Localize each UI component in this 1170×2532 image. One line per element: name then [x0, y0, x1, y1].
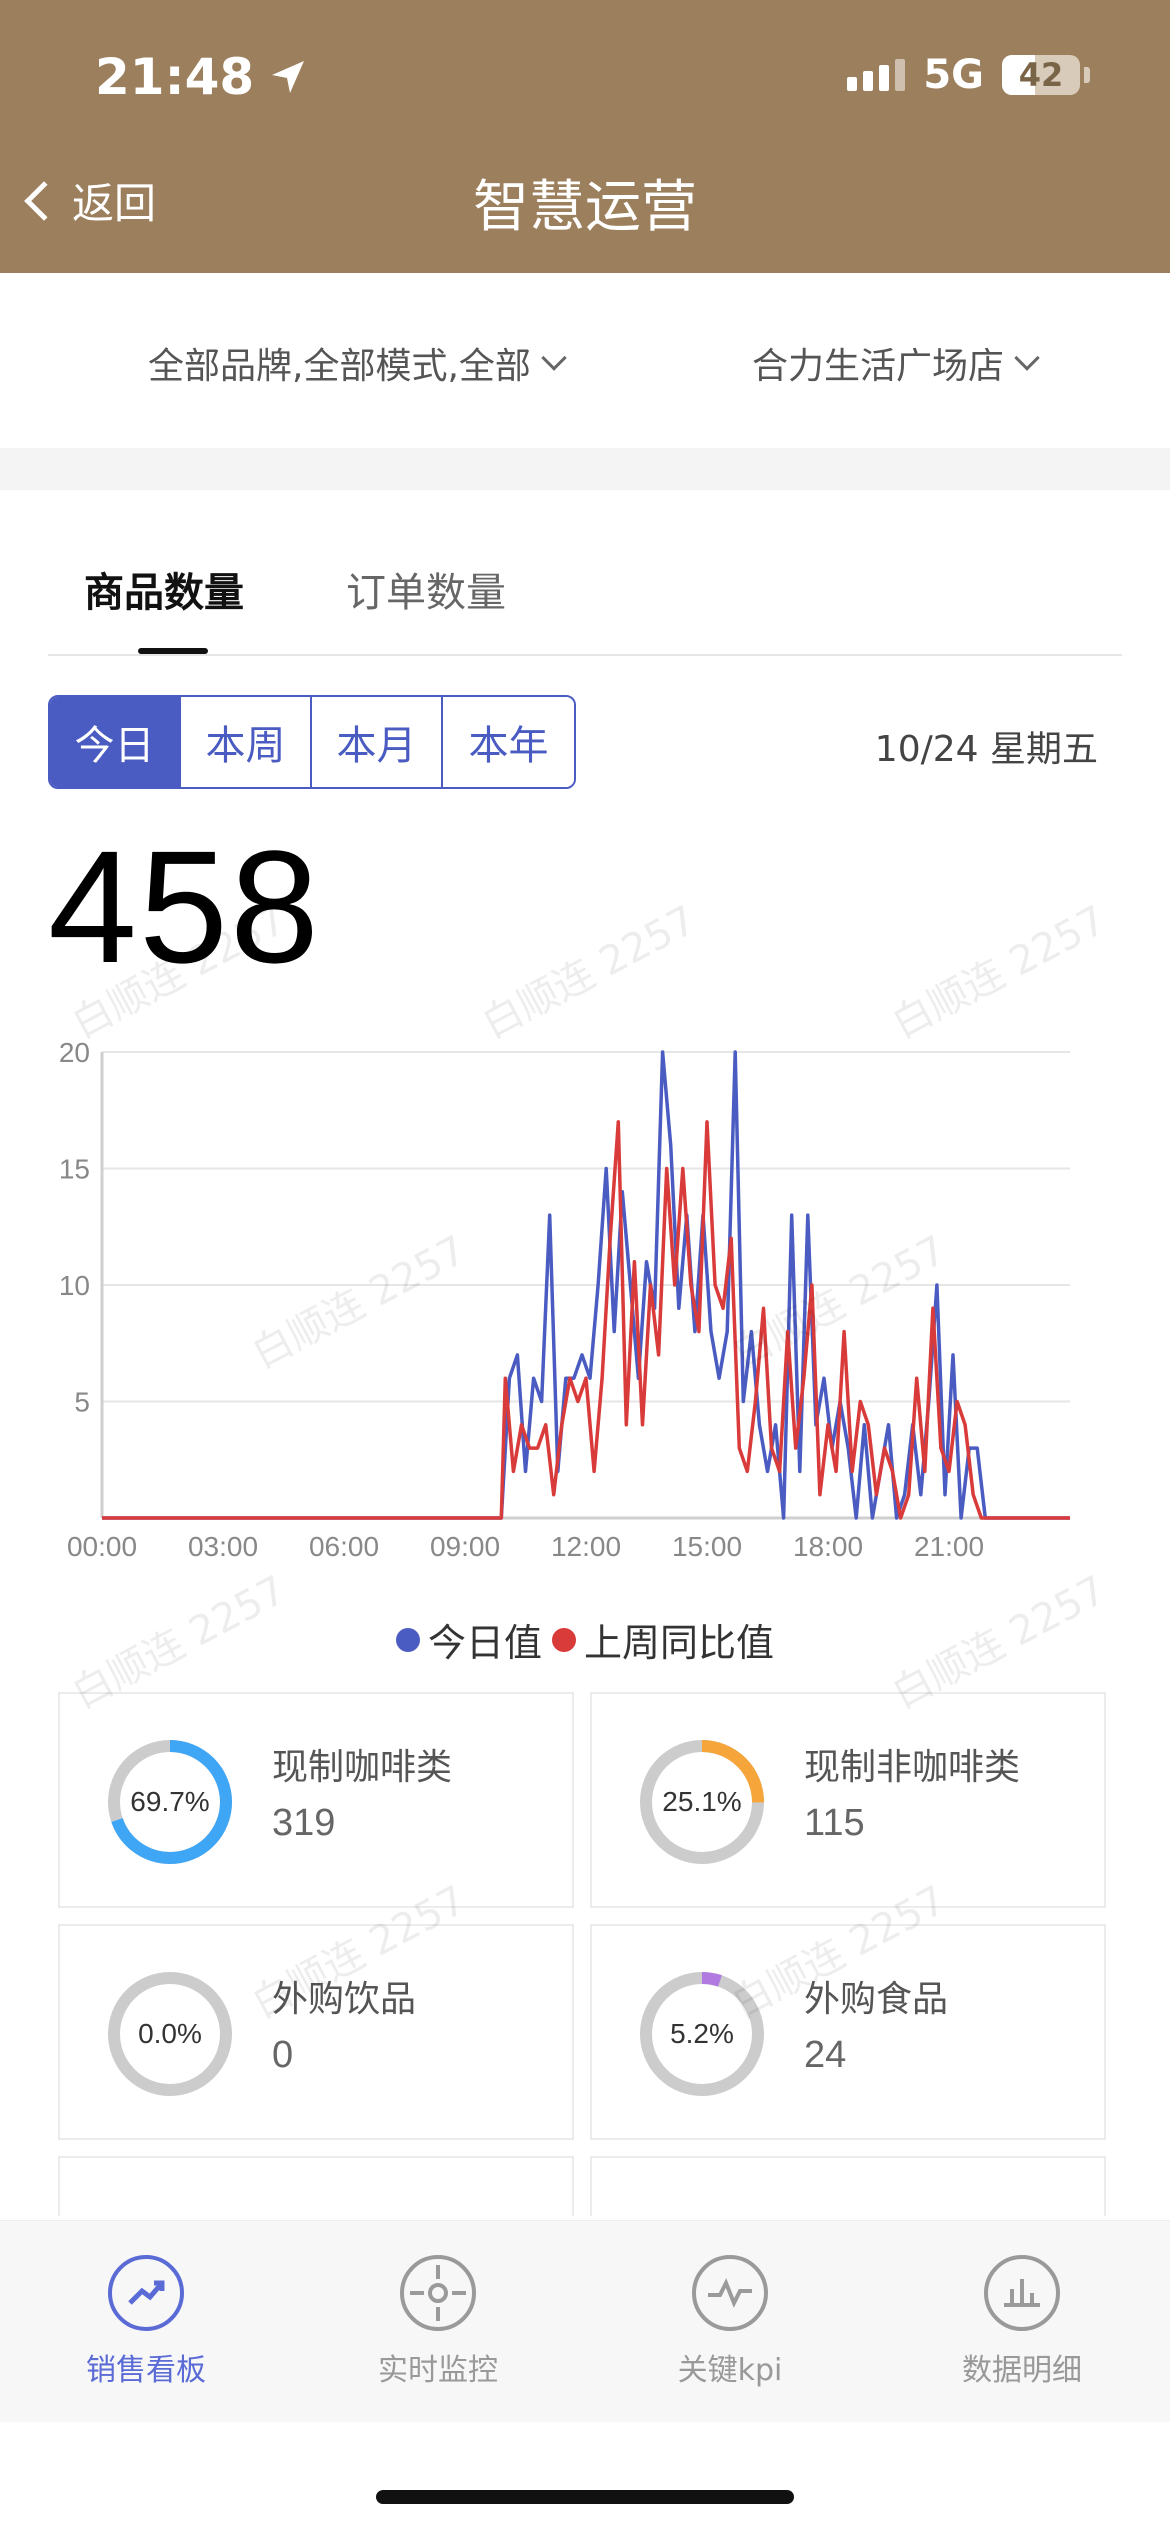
brand-mode-label: 全部品牌,全部模式,全部	[148, 346, 531, 387]
x-tick-label: 09:00	[430, 1531, 500, 1562]
legend-last-week-label: 上周同比值	[584, 1621, 775, 1665]
store-label: 合力生活广场店	[752, 346, 1005, 387]
watermark: 白顺连 2257	[884, 897, 1114, 1048]
brand-mode-filter[interactable]: 全部品牌,全部模式,全部	[148, 337, 567, 389]
category-name: 外购食品	[804, 1979, 949, 2020]
watermark: 白顺连 2257	[474, 897, 704, 1048]
nav-sales-dashboard[interactable]: 销售看板	[46, 2255, 246, 2389]
category-name: 现制非咖啡类	[804, 1747, 1021, 1788]
legend-today-dot	[395, 1627, 420, 1652]
status-time-text: 21:48	[95, 48, 255, 106]
percent-label: 25.1%	[662, 1786, 742, 1817]
category-card[interactable]: 69.7% 现制咖啡类 319	[58, 1692, 574, 1908]
target-icon	[400, 2255, 476, 2331]
category-value: 115	[804, 1802, 865, 1844]
chevron-down-icon	[541, 345, 567, 371]
legend-last-week-dot	[552, 1627, 576, 1652]
category-value: 319	[272, 1802, 336, 1844]
legend-today-label: 今日值	[427, 1621, 542, 1665]
filter-bar: 全部品牌,全部模式,全部 合力生活广场店	[0, 273, 1170, 448]
percent-label: 0.0%	[138, 2018, 202, 2049]
tab-indicator	[138, 648, 208, 654]
period-month-button[interactable]: 本月	[312, 697, 443, 787]
nav-data-detail[interactable]: 数据明细	[922, 2255, 1122, 2389]
series-line-today	[102, 1050, 1070, 1520]
ring-track	[108, 1972, 232, 2096]
legend-today[interactable]: 今日值	[395, 1612, 542, 1667]
metric-tabs: 商品数量 订单数量	[48, 490, 1122, 656]
y-tick-label: 20	[59, 1037, 90, 1068]
nav-realtime-monitor[interactable]: 实时监控	[338, 2255, 538, 2389]
battery-icon: 42	[1002, 55, 1080, 95]
status-time: 21:48	[95, 48, 308, 106]
nav-label: 数据明细	[962, 2353, 1082, 2388]
x-tick-label: 18:00	[793, 1531, 863, 1562]
percent-label: 69.7%	[130, 1786, 210, 1817]
period-year-button[interactable]: 本年	[443, 697, 574, 787]
series-line-last-week	[102, 1120, 1070, 1520]
current-date: 10/24 星期五	[874, 729, 1098, 770]
section-divider	[0, 448, 1170, 490]
percent-ring	[108, 1740, 232, 1864]
y-tick-label: 10	[59, 1270, 90, 1301]
x-tick-label: 15:00	[672, 1531, 742, 1562]
category-card[interactable]: 5.2% 外购食品 24	[590, 1924, 1106, 2140]
category-card[interactable]: 0.0% 外购饮品 0	[58, 1924, 574, 2140]
percent-ring	[640, 1972, 764, 2096]
nav-label: 销售看板	[86, 2353, 206, 2388]
legend-last-week[interactable]: 上周同比值	[552, 1612, 774, 1667]
pulse-icon	[692, 2255, 768, 2331]
ring-arc	[108, 1740, 232, 1864]
page-title: 智慧运营	[473, 175, 697, 240]
hourly-line-chart: 20 15 10 5 00:00 03:00 06:00 09:00 12:00 15:00 18:…	[59, 1037, 1070, 1562]
category-name: 现制咖啡类	[272, 1747, 453, 1788]
trend-icon	[108, 2255, 184, 2331]
home-indicator	[376, 2490, 794, 2504]
y-tick-label: 5	[74, 1387, 90, 1418]
x-tick-label: 06:00	[309, 1531, 379, 1562]
category-card-partial[interactable]	[58, 2156, 574, 2216]
back-button[interactable]: 返回	[24, 170, 157, 231]
chevron-down-icon	[1014, 345, 1040, 371]
battery-level: 42	[1018, 56, 1064, 94]
tab-product-count[interactable]: 商品数量	[84, 570, 244, 616]
header: 21:48 5G 42 返回 智慧运营	[0, 0, 1170, 273]
tab-order-count[interactable]: 订单数量	[346, 570, 506, 616]
store-filter[interactable]: 合力生活广场店	[752, 337, 1040, 389]
period-today-button[interactable]: 今日	[50, 697, 181, 787]
percent-ring	[640, 1740, 764, 1864]
back-label: 返回	[72, 179, 157, 228]
network-label: 5G	[923, 52, 984, 98]
category-name: 外购饮品	[272, 1979, 417, 2020]
ring-arc	[640, 1740, 764, 1864]
chart-legend: 今日值 上周同比值	[0, 1612, 1170, 1667]
nav-label: 关键kpi	[677, 2353, 783, 2388]
location-arrow-icon	[272, 61, 305, 93]
y-tick-label: 15	[59, 1154, 90, 1185]
category-value: 0	[272, 2034, 294, 2076]
x-tick-label: 21:00	[914, 1531, 984, 1562]
percent-label: 5.2%	[670, 2018, 734, 2049]
x-tick-label: 12:00	[551, 1531, 621, 1562]
x-tick-label: 00:00	[67, 1531, 137, 1562]
x-tick-label: 03:00	[188, 1531, 258, 1562]
signal-icon	[847, 59, 906, 91]
category-value: 24	[804, 2034, 847, 2076]
bar-chart-icon	[984, 2255, 1060, 2331]
total-count: 458	[48, 817, 321, 996]
period-selector: 今日 本周 本月 本年	[48, 695, 576, 789]
percent-ring	[108, 1972, 232, 2096]
status-right: 5G 42	[847, 52, 1090, 98]
period-week-button[interactable]: 本周	[181, 697, 312, 787]
bottom-tab-bar: 销售看板 实时监控 关键kpi 数据明细	[0, 2220, 1170, 2422]
category-card[interactable]: 25.1% 现制非咖啡类 115	[590, 1692, 1106, 1908]
ring-arc	[640, 1972, 764, 2096]
nav-key-kpi[interactable]: 关键kpi	[630, 2255, 830, 2389]
nav-label: 实时监控	[378, 2353, 498, 2388]
category-card-partial[interactable]	[590, 2156, 1106, 2216]
